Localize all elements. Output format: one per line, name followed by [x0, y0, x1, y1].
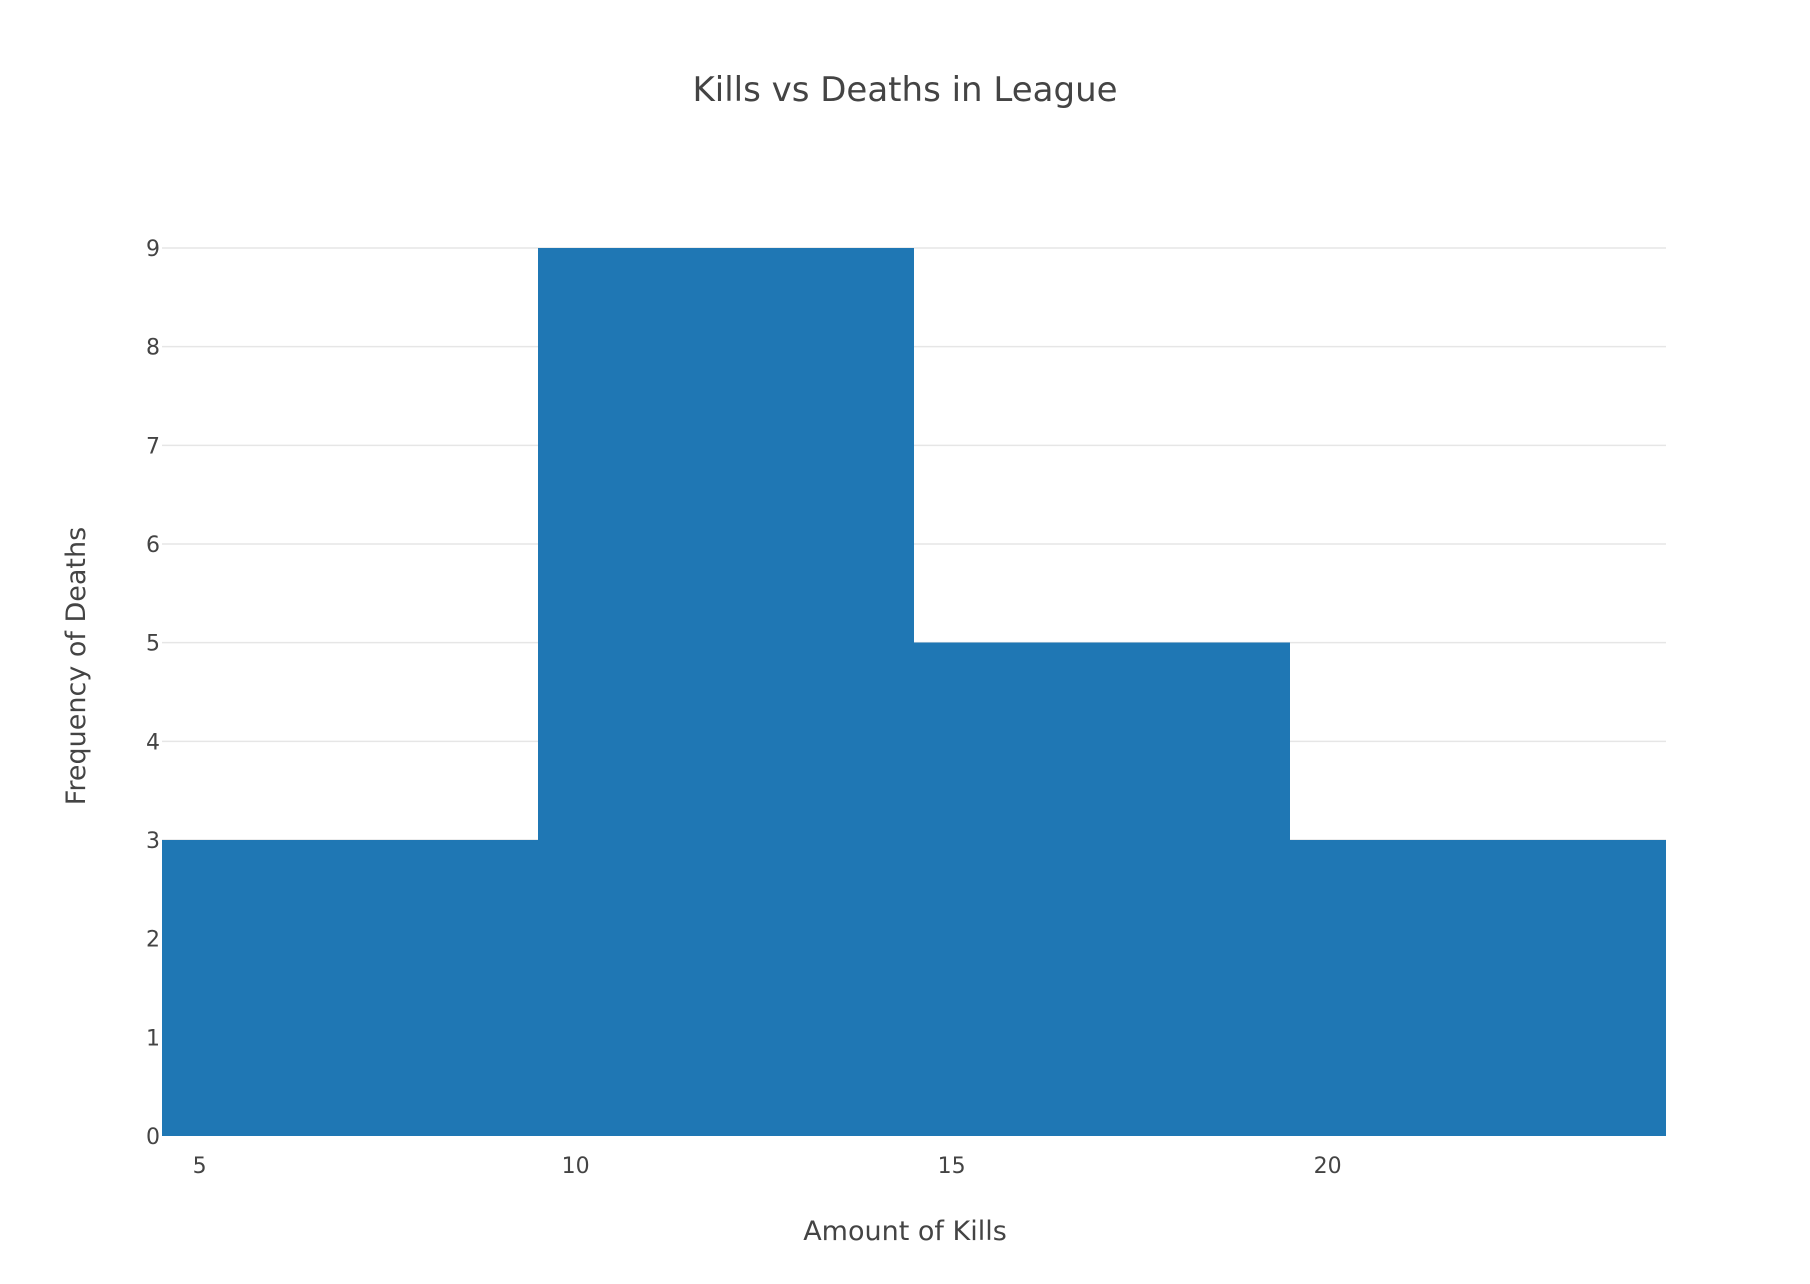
y-tick-label: 5 [146, 632, 160, 657]
histogram-bar[interactable] [914, 642, 1290, 1136]
y-tick-label: 8 [146, 336, 160, 361]
histogram-bar[interactable] [162, 840, 538, 1136]
y-tick-label: 4 [146, 730, 160, 755]
y-tick-label: 9 [146, 237, 160, 262]
y-tick-label: 1 [146, 1026, 160, 1051]
y-tick-label: 3 [146, 829, 160, 854]
x-tick-label: 20 [1314, 1154, 1342, 1179]
chart-title: Kills vs Deaths in League [692, 70, 1117, 110]
y-tick-label: 2 [146, 928, 160, 953]
x-tick-label: 10 [562, 1154, 590, 1179]
x-axis-title: Amount of Kills [803, 1216, 1007, 1247]
x-tick-label: 15 [938, 1154, 966, 1179]
y-tick-labels: 0 1 2 3 4 5 6 7 8 9 [146, 237, 160, 1150]
histogram-bar[interactable] [1290, 840, 1666, 1136]
y-tick-label: 6 [146, 533, 160, 558]
y-tick-label: 0 [146, 1125, 160, 1150]
y-tick-label: 7 [146, 434, 160, 459]
x-tick-labels: 5 10 15 20 [193, 1154, 1342, 1179]
histogram-bar[interactable] [538, 248, 914, 1136]
x-tick-label: 5 [193, 1154, 207, 1179]
y-axis-title: Frequency of Deaths [61, 527, 92, 805]
histogram-bars [162, 248, 1666, 1136]
